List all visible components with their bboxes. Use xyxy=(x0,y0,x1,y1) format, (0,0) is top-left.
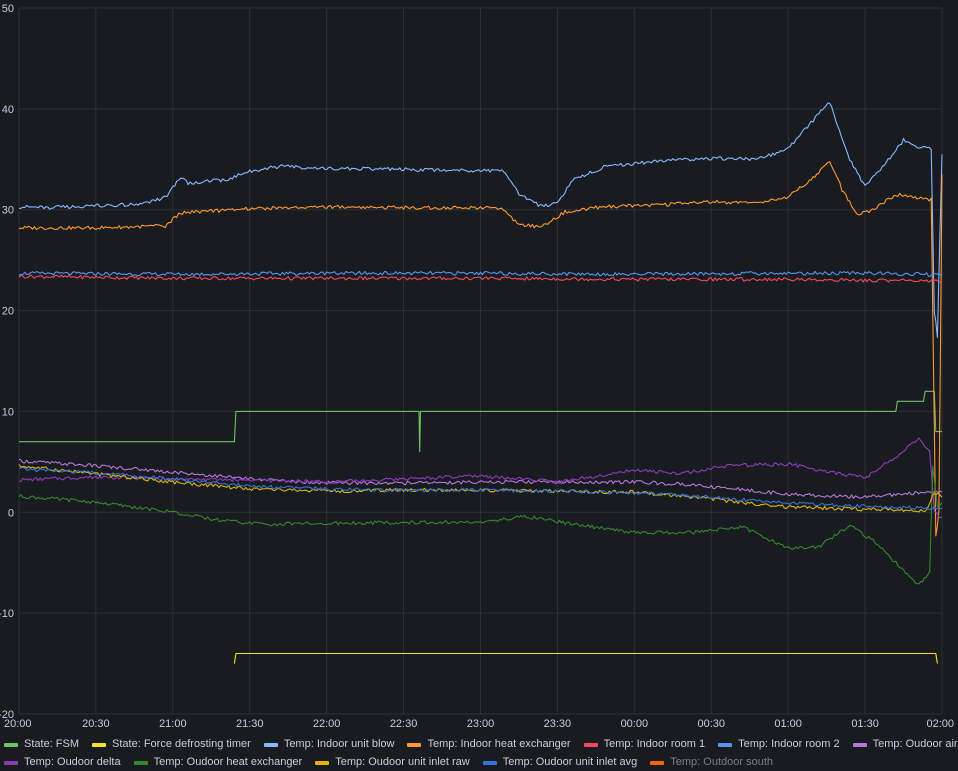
legend-label: State: FSM xyxy=(24,738,80,750)
x-tick-label: 22:30 xyxy=(390,718,418,730)
y-tick-label: 20 xyxy=(2,306,14,318)
legend-swatch xyxy=(4,742,18,747)
legend-label: Temp: Oudoor unit inlet avg xyxy=(502,756,638,768)
legend-swatch xyxy=(482,760,497,765)
x-tick-label: 23:30 xyxy=(544,718,572,730)
x-tick-label: 02:00 xyxy=(926,718,954,730)
y-tick-label: 30 xyxy=(2,205,14,217)
series-line-temp-oudoor-unit-inlet-avg[interactable] xyxy=(19,466,942,510)
grid xyxy=(18,7,943,715)
x-tick-label: 20:30 xyxy=(82,718,110,730)
legend-swatch xyxy=(650,760,665,765)
series-line-temp-indoor-heat-exchanger[interactable] xyxy=(18,161,943,537)
legend-label: Temp: Indoor heat exchanger xyxy=(427,738,571,750)
x-tick-label: 22:00 xyxy=(313,718,341,730)
series-line-temp-indoor-room-2[interactable] xyxy=(18,270,943,277)
y-tick-label: 0 xyxy=(8,507,14,519)
legend-item[interactable]: Temp: Indoor heat exchanger xyxy=(407,736,571,753)
legend-label: Temp: Indoor unit blow xyxy=(283,738,395,750)
legend-label: Temp: Oudoor heat exchanger xyxy=(153,756,303,768)
legend-label: State: Force defrosting timer xyxy=(112,738,251,750)
legend-swatch xyxy=(4,760,18,765)
time-series-chart: 50 40 30 20 10 0 -10 -20 20:00 20:30 21:00 21:30 22… xyxy=(0,3,954,730)
x-tick-label: 01:00 xyxy=(774,718,802,730)
legend-item[interactable]: Temp: Oudoor air xyxy=(852,736,958,753)
legend-swatch xyxy=(407,742,422,747)
legend-label: Temp: Oudoor delta xyxy=(24,756,121,768)
y-tick-label: 10 xyxy=(2,406,14,418)
plot-area[interactable] xyxy=(18,102,943,664)
x-tick-label: 00:00 xyxy=(621,718,649,730)
x-tick-label: 23:00 xyxy=(467,718,495,730)
y-tick-label: 50 xyxy=(2,3,14,15)
series-line-temp-oudoor-heat-exchanger[interactable] xyxy=(18,465,943,585)
legend-label: Temp: Outdoor south xyxy=(670,756,773,768)
x-tick-label: 20:00 xyxy=(4,718,32,730)
series-line-temp-oudoor-air[interactable] xyxy=(18,458,943,499)
series-line-temp-indoor-unit-blow[interactable] xyxy=(18,102,943,339)
legend-item[interactable]: Temp: Indoor room 2 xyxy=(718,736,840,753)
x-tick-label: 01:30 xyxy=(851,718,879,730)
legend: State: FSM State: Force defrosting timer T… xyxy=(4,736,958,771)
x-tick-label: 00:30 xyxy=(697,718,725,730)
legend-item[interactable]: Temp: Indoor unit blow xyxy=(263,736,395,753)
legend-swatch xyxy=(263,742,278,747)
y-tick-label: -20 xyxy=(0,709,14,721)
legend-swatch xyxy=(92,742,107,747)
legend-swatch xyxy=(133,760,148,765)
legend-label: Temp: Oudoor air xyxy=(872,738,958,750)
legend-item[interactable]: Temp: Oudoor delta xyxy=(4,754,121,771)
legend-item[interactable]: Temp: Oudoor unit inlet raw xyxy=(315,754,470,771)
legend-item[interactable]: State: Force defrosting timer xyxy=(92,736,251,753)
y-tick-label: -10 xyxy=(0,608,14,620)
legend-swatch xyxy=(852,742,867,747)
x-tick-label: 21:30 xyxy=(236,718,264,730)
legend-swatch xyxy=(583,742,598,747)
series-line-temp-indoor-room-1[interactable] xyxy=(18,274,943,283)
y-tick-label: 40 xyxy=(2,104,14,116)
legend-item[interactable]: Temp: Oudoor heat exchanger xyxy=(133,754,303,771)
legend-label: Temp: Indoor room 2 xyxy=(738,738,840,750)
x-tick-label: 21:00 xyxy=(159,718,187,730)
legend-swatch xyxy=(718,742,733,747)
legend-label: Temp: Indoor room 1 xyxy=(603,738,706,750)
x-axis: 20:00 20:30 21:00 21:30 22:00 22:30 23:00 23:30… xyxy=(4,718,954,730)
legend-item[interactable]: Temp: Oudoor unit inlet avg xyxy=(482,754,638,771)
legend-item[interactable]: State: FSM xyxy=(4,736,79,753)
legend-item[interactable]: Temp: Outdoor south xyxy=(650,754,773,771)
series-line-state-force-defrosting-timer[interactable] xyxy=(233,652,938,664)
legend-swatch xyxy=(315,760,330,765)
legend-item[interactable]: Temp: Indoor room 1 xyxy=(583,736,706,753)
legend-label: Temp: Oudoor unit inlet raw xyxy=(335,756,470,768)
y-axis: 50 40 30 20 10 0 -10 -20 xyxy=(0,3,14,721)
